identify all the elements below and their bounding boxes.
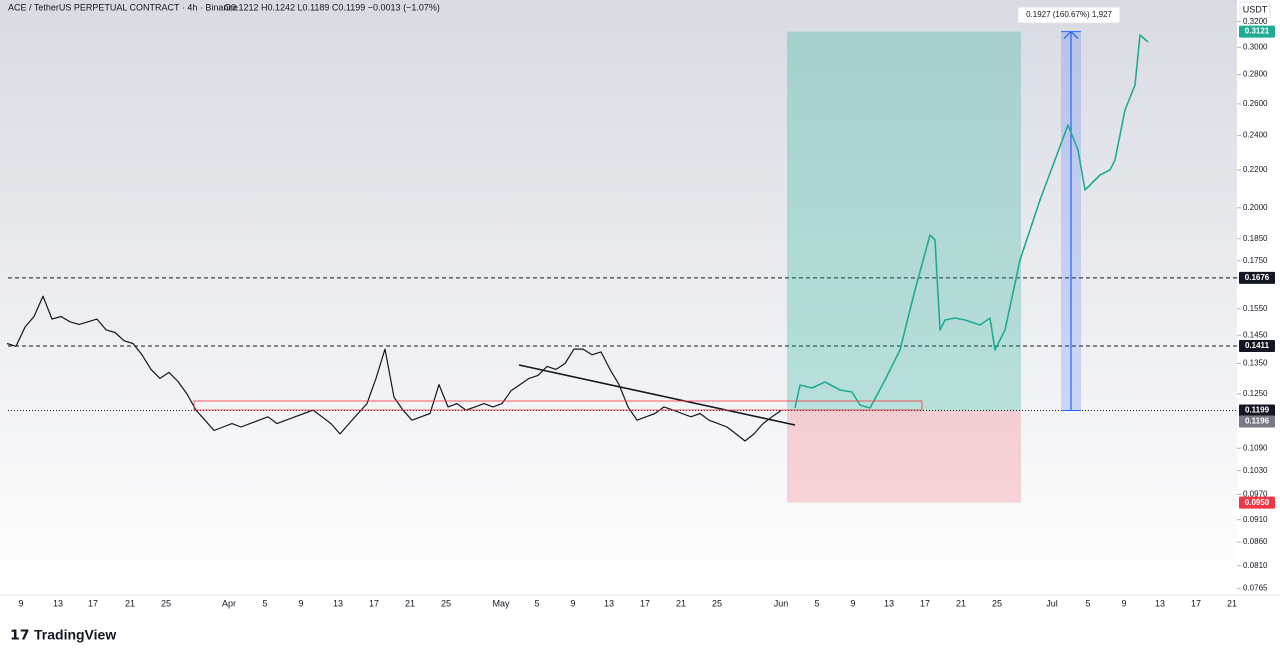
y-tick-label: 0.2600 bbox=[1243, 99, 1268, 108]
price-label: 0.1199 bbox=[1245, 406, 1270, 415]
x-tick-label: 25 bbox=[992, 598, 1002, 608]
x-tick-label: Jun bbox=[774, 598, 789, 608]
x-tick-label: 21 bbox=[956, 598, 966, 608]
currency[interactable]: USDT bbox=[1243, 4, 1268, 14]
trend-line bbox=[518, 364, 796, 426]
price-line bbox=[6, 295, 782, 442]
x-tick-label: 5 bbox=[1085, 598, 1090, 608]
take-profit-zone bbox=[787, 31, 1021, 411]
y-tick-label: 0.2200 bbox=[1243, 165, 1268, 174]
y-tick-label: 0.2800 bbox=[1243, 70, 1268, 79]
x-tick-label: 25 bbox=[161, 598, 171, 608]
price-label-box bbox=[1239, 25, 1275, 38]
y-tick-label: 0.0910 bbox=[1243, 515, 1268, 524]
x-tick-label: Apr bbox=[222, 598, 236, 608]
brand: TradingView bbox=[34, 627, 116, 643]
x-tick-label: 17 bbox=[920, 598, 930, 608]
y-tick-label: 0.0765 bbox=[1243, 584, 1268, 593]
ohlc: O0.1212 H0.1242 L0.1189 C0.1199 −0.0013 … bbox=[224, 2, 440, 12]
y-tick-label: 0.0810 bbox=[1243, 561, 1268, 570]
x-tick-label: 13 bbox=[333, 598, 343, 608]
x-tick-label: 25 bbox=[441, 598, 451, 608]
price-label: 0.1676 bbox=[1245, 273, 1270, 282]
x-tick-label: 21 bbox=[125, 598, 135, 608]
x-tick-label: 9 bbox=[298, 598, 303, 608]
y-tick-label: 0.0970 bbox=[1243, 490, 1268, 499]
measure-label-box bbox=[1017, 6, 1121, 24]
plot-background bbox=[0, 0, 1237, 595]
brand-logo: 𝟭𝟳 bbox=[10, 627, 29, 643]
y-tick-label: 0.3000 bbox=[1243, 42, 1268, 51]
x-tick-label: Jul bbox=[1046, 598, 1058, 608]
x-tick-label: 9 bbox=[18, 598, 23, 608]
currency-box[interactable] bbox=[1239, 1, 1271, 19]
symbol: ACE / TetherUS PERPETUAL CONTRACT · 4h ·… bbox=[8, 2, 238, 12]
x-tick-label: 17 bbox=[640, 598, 650, 608]
y-tick-label: 0.1350 bbox=[1243, 359, 1268, 368]
x-tick-label: 13 bbox=[884, 598, 894, 608]
marks bbox=[6, 30, 1237, 503]
support-zone bbox=[193, 400, 923, 411]
x-tick-label: 21 bbox=[1227, 598, 1237, 608]
measure-label: 0.1927 (160.67%) 1,927 bbox=[1026, 10, 1112, 19]
price-label-box bbox=[1239, 339, 1275, 352]
price-label-box bbox=[1239, 496, 1275, 509]
y-tick-label: 0.1030 bbox=[1243, 466, 1268, 475]
price-label-box bbox=[1239, 271, 1275, 284]
y-tick-label: 0.1850 bbox=[1243, 234, 1268, 243]
projection-path bbox=[794, 34, 1149, 409]
price-label: 0.0950 bbox=[1245, 498, 1270, 507]
y-tick-label: 0.1090 bbox=[1243, 443, 1268, 452]
stop-loss-zone bbox=[787, 410, 1021, 503]
x-tick-label: 13 bbox=[604, 598, 614, 608]
x-tick-label: 9 bbox=[1121, 598, 1126, 608]
y-tick-label: 0.1750 bbox=[1243, 256, 1268, 265]
x-tick-label: 5 bbox=[534, 598, 539, 608]
x-tick-label: 21 bbox=[405, 598, 415, 608]
x-tick-label: 9 bbox=[850, 598, 855, 608]
x-tick-label: 17 bbox=[369, 598, 379, 608]
y-tick-label: 0.0860 bbox=[1243, 537, 1268, 546]
x-tick-label: 5 bbox=[814, 598, 819, 608]
x-tick-label: 25 bbox=[712, 598, 722, 608]
x-tick-label: 17 bbox=[1191, 598, 1201, 608]
price-label: 0.3121 bbox=[1245, 27, 1270, 36]
price-label-box bbox=[1239, 415, 1275, 428]
x-tick-label: May bbox=[492, 598, 510, 608]
x-tick-label: 9 bbox=[570, 598, 575, 608]
price-label: 0.1196 bbox=[1245, 417, 1270, 426]
price-axis bbox=[1237, 0, 1280, 595]
x-tick-label: 21 bbox=[676, 598, 686, 608]
price-label: 0.1411 bbox=[1245, 341, 1270, 350]
y-tick-label: 0.1250 bbox=[1243, 389, 1268, 398]
y-tick-label: 0.2000 bbox=[1243, 203, 1268, 212]
y-tick-label: 0.2400 bbox=[1243, 131, 1268, 140]
y-tick-label: 0.3200 bbox=[1243, 17, 1268, 26]
x-tick-label: 13 bbox=[1155, 598, 1165, 608]
y-tick-label: 0.1550 bbox=[1243, 304, 1268, 313]
x-tick-label: 5 bbox=[262, 598, 267, 608]
x-tick-label: 13 bbox=[53, 598, 63, 608]
y-tick-label: 0.1450 bbox=[1243, 330, 1268, 339]
x-tick-label: 17 bbox=[88, 598, 98, 608]
